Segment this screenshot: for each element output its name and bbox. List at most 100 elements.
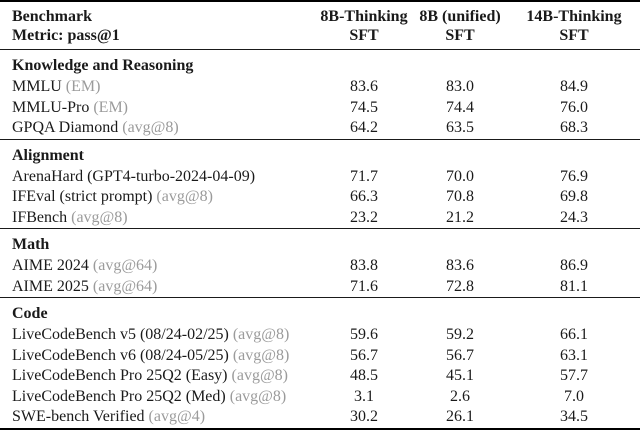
benchmark-name: LiveCodeBench v6 (08/24-05/25) — [12, 346, 229, 364]
value-cell: 56.7 — [350, 346, 378, 364]
metric-label: (avg@8) — [232, 346, 290, 364]
column-header-line2: SFT — [445, 27, 475, 44]
value-cell: 45.1 — [446, 367, 474, 384]
value-cell: 26.1 — [446, 408, 474, 425]
benchmark-cell: LiveCodeBench Pro 25Q2 (Med) (avg@8) — [0, 387, 316, 408]
value-cell: 68.3 — [560, 119, 588, 136]
column-header-8b-thinking: 8B-Thinking SFT — [316, 1, 412, 50]
section-title-row: Knowledge and Reasoning — [0, 50, 640, 78]
table-row: AIME 2024 (avg@64) 83.8 83.6 86.9 — [0, 256, 640, 277]
table-row: LiveCodeBench v5 (08/24-02/25) (avg@8) 5… — [0, 325, 640, 346]
benchmark-cell: MMLU-Pro (EM) — [0, 98, 316, 119]
value-cell: 83.6 — [350, 78, 378, 95]
value-cell: 64.2 — [350, 119, 378, 136]
value-cell: 70.8 — [446, 188, 474, 205]
value-cell: 3.1 — [354, 387, 374, 405]
section-knowledge-and-reasoning: Knowledge and Reasoning MMLU (EM) 83.6 8… — [0, 50, 640, 140]
value-cell: 24.3 — [560, 208, 588, 226]
value-cell: 56.7 — [446, 346, 474, 364]
value-cell: 74.4 — [446, 98, 474, 116]
benchmark-cell: IFEval (strict prompt) (avg@8) — [0, 187, 316, 208]
section-math: Math AIME 2024 (avg@64) 83.8 83.6 86.9 A… — [0, 228, 640, 298]
value-cell: 57.7 — [560, 367, 588, 384]
benchmark-header-label: Benchmark — [12, 8, 92, 25]
table-row: LiveCodeBench Pro 25Q2 (Med) (avg@8) 3.1… — [0, 387, 640, 408]
metric-label: (avg@64) — [92, 277, 158, 295]
value-cell: 83.8 — [350, 257, 378, 274]
table-row: MMLU (EM) 83.6 83.0 84.9 — [0, 77, 640, 98]
metric-header-label: Metric: pass@1 — [12, 27, 120, 44]
benchmark-cell: AIME 2024 (avg@64) — [0, 256, 316, 277]
table-header: Benchmark Metric: pass@1 8B-Thinking SFT… — [0, 1, 640, 50]
benchmark-cell: SWE-bench Verified (avg@4) — [0, 407, 316, 429]
section-code: Code LiveCodeBench v5 (08/24-02/25) (avg… — [0, 297, 640, 429]
benchmark-name: MMLU-Pro — [12, 98, 90, 116]
value-cell: 66.1 — [560, 326, 588, 343]
column-header-line1: 8B-Thinking — [320, 8, 408, 25]
value-cell: 23.2 — [350, 208, 378, 226]
section-title: Alignment — [12, 146, 84, 164]
benchmark-name: IFBench — [12, 208, 68, 226]
value-cell: 59.2 — [446, 326, 474, 343]
value-cell: 72.8 — [446, 277, 474, 295]
value-cell: 66.3 — [350, 188, 378, 205]
table-row: LiveCodeBench Pro 25Q2 (Easy) (avg@8) 48… — [0, 366, 640, 387]
value-cell: 76.0 — [560, 98, 588, 116]
value-cell: 71.6 — [350, 277, 378, 295]
value-cell: 34.5 — [560, 408, 588, 425]
section-title: Knowledge and Reasoning — [12, 57, 194, 74]
column-header-8b-unified: 8B (unified) SFT — [412, 1, 508, 50]
benchmark-name: IFEval (strict prompt) — [12, 188, 153, 205]
benchmark-name: SWE-bench Verified — [12, 408, 145, 425]
column-header-line1: 8B (unified) — [419, 8, 501, 25]
column-header-line2: SFT — [559, 27, 589, 44]
value-cell: 84.9 — [560, 78, 588, 95]
table-row: IFEval (strict prompt) (avg@8) 66.3 70.8… — [0, 187, 640, 208]
section-title: Math — [12, 236, 50, 253]
value-cell: 48.5 — [350, 367, 378, 384]
value-cell: 83.6 — [446, 257, 474, 274]
benchmark-name: ArenaHard (GPT4-turbo-2024-04-09) — [12, 167, 256, 185]
metric-label: (avg@8) — [156, 188, 213, 205]
benchmark-name: GPQA Diamond — [12, 119, 119, 136]
metric-label: (EM) — [93, 98, 128, 116]
value-cell: 71.7 — [350, 167, 378, 185]
column-header-14b-thinking: 14B-Thinking SFT — [508, 1, 640, 50]
metric-label: (avg@4) — [148, 408, 206, 425]
value-cell: 30.2 — [350, 408, 378, 425]
benchmark-cell: LiveCodeBench Pro 25Q2 (Easy) (avg@8) — [0, 366, 316, 387]
benchmark-cell: MMLU (EM) — [0, 77, 316, 98]
benchmark-cell: IFBench (avg@8) — [0, 208, 316, 229]
column-header-line2: SFT — [349, 27, 379, 44]
value-cell: 86.9 — [560, 257, 588, 274]
value-cell: 21.2 — [446, 208, 474, 226]
column-header-line1: 14B-Thinking — [526, 8, 622, 25]
value-cell: 76.9 — [560, 167, 588, 185]
table-row: SWE-bench Verified (avg@4) 30.2 26.1 34.… — [0, 407, 640, 429]
value-cell: 74.5 — [350, 98, 378, 116]
benchmark-name: LiveCodeBench Pro 25Q2 (Med) — [12, 387, 226, 405]
value-cell: 63.5 — [446, 119, 474, 136]
benchmark-name: LiveCodeBench v5 (08/24-02/25) — [12, 326, 229, 343]
section-title-row: Math — [0, 229, 640, 257]
benchmark-name: MMLU — [12, 78, 62, 95]
metric-label: (EM) — [65, 78, 101, 95]
table-row: MMLU-Pro (EM) 74.5 74.4 76.0 — [0, 98, 640, 119]
benchmark-name: AIME 2025 — [12, 277, 89, 295]
section-title-row: Alignment — [0, 139, 640, 167]
benchmark-cell: AIME 2025 (avg@64) — [0, 277, 316, 298]
table-row: AIME 2025 (avg@64) 71.6 72.8 81.1 — [0, 277, 640, 298]
table-row: LiveCodeBench v6 (08/24-05/25) (avg@8) 5… — [0, 346, 640, 367]
benchmark-cell: ArenaHard (GPT4-turbo-2024-04-09) — [0, 167, 316, 188]
section-title-row: Code — [0, 298, 640, 326]
benchmark-cell: LiveCodeBench v6 (08/24-05/25) (avg@8) — [0, 346, 316, 367]
value-cell: 2.6 — [450, 387, 470, 405]
section-title: Code — [12, 305, 48, 322]
table-row: GPQA Diamond (avg@8) 64.2 63.5 68.3 — [0, 118, 640, 139]
metric-label: (avg@8) — [232, 326, 290, 343]
value-cell: 81.1 — [560, 277, 588, 295]
section-alignment: Alignment ArenaHard (GPT4-turbo-2024-04-… — [0, 139, 640, 229]
metric-label: (avg@8) — [71, 208, 128, 226]
benchmark-name: LiveCodeBench Pro 25Q2 (Easy) — [12, 367, 228, 384]
